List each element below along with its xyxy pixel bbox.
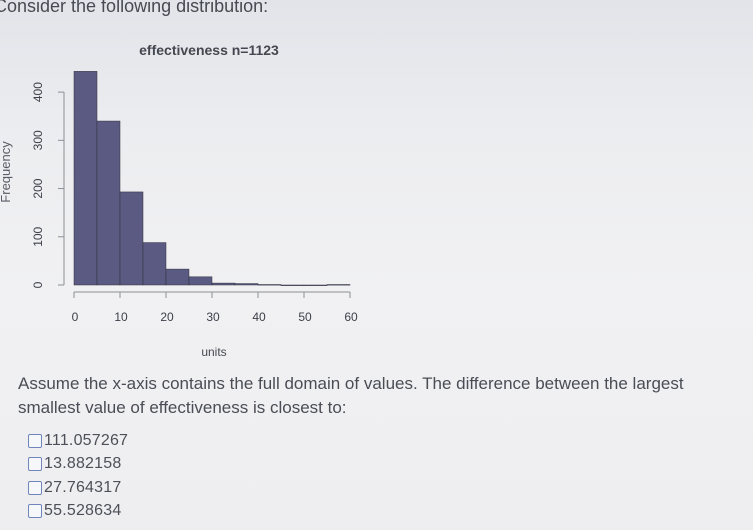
question-intro: Consider the following distribution: [0, 0, 269, 16]
histogram-bars [73, 71, 351, 286]
histogram-bar [280, 284, 305, 286]
answer-option-label: 13.882158 [44, 455, 122, 473]
x-tick-label: 30 [206, 310, 220, 324]
x-tick-label: 20 [160, 310, 174, 324]
answer-option-label: 55.528634 [44, 502, 122, 520]
x-tick-label: 50 [298, 310, 312, 324]
histogram-bar [326, 284, 351, 286]
histogram-bar [303, 284, 328, 286]
answer-option-3[interactable]: 27.764317 [28, 476, 128, 500]
x-axis-label: units [201, 345, 226, 359]
x-tick-label: 60 [344, 310, 358, 324]
question-prompt: Assume the x-axis contains the full doma… [18, 372, 753, 420]
answer-option-4[interactable]: 55.528634 [28, 500, 128, 524]
answer-options: 111.057267 13.882158 27.764317 55.528634 [28, 429, 128, 523]
histogram-bar [165, 268, 190, 286]
x-tick-label: 10 [114, 310, 128, 324]
y-tick-label: 0 [31, 281, 45, 288]
x-axis: 0 10 20 30 40 50 60 [72, 291, 358, 324]
histogram-bar [257, 284, 282, 286]
y-axis: 0 100 200 300 400 [31, 82, 65, 288]
x-tick-label: 40 [252, 310, 266, 324]
answer-option-2[interactable]: 13.882158 [28, 453, 128, 477]
chart-title: effectiveness n=1123 [139, 42, 279, 58]
answer-option-label: 27.764317 [44, 478, 122, 496]
radio-button-1[interactable] [28, 433, 42, 448]
histogram-bar [96, 120, 121, 286]
histogram-bar [211, 282, 236, 286]
answer-option-1[interactable]: 111.057267 [28, 429, 128, 453]
radio-button-2[interactable] [28, 457, 42, 472]
answer-option-label: 111.057267 [44, 431, 129, 449]
y-tick-label: 100 [31, 226, 45, 246]
y-tick-label: 300 [31, 130, 45, 150]
histogram-bar [119, 191, 144, 286]
question-prompt-line-1: Assume the x-axis contains the full doma… [18, 374, 684, 393]
histogram-bar [73, 71, 98, 286]
question-prompt-line-2: smallest value of effectiveness is close… [18, 398, 347, 417]
y-tick-label: 200 [31, 178, 45, 198]
radio-button-4[interactable] [28, 504, 42, 519]
histogram-bar [188, 276, 213, 286]
y-axis-label: Frequency [0, 141, 13, 203]
x-tick-label: 0 [72, 310, 79, 324]
histogram-chart: 0 10 20 30 40 50 60 0 100 200 300 400 effectivenes… [0, 42, 358, 359]
histogram-bar [142, 242, 167, 286]
histogram-bar [234, 283, 259, 286]
y-tick-label: 400 [31, 82, 45, 102]
radio-button-3[interactable] [28, 480, 42, 495]
